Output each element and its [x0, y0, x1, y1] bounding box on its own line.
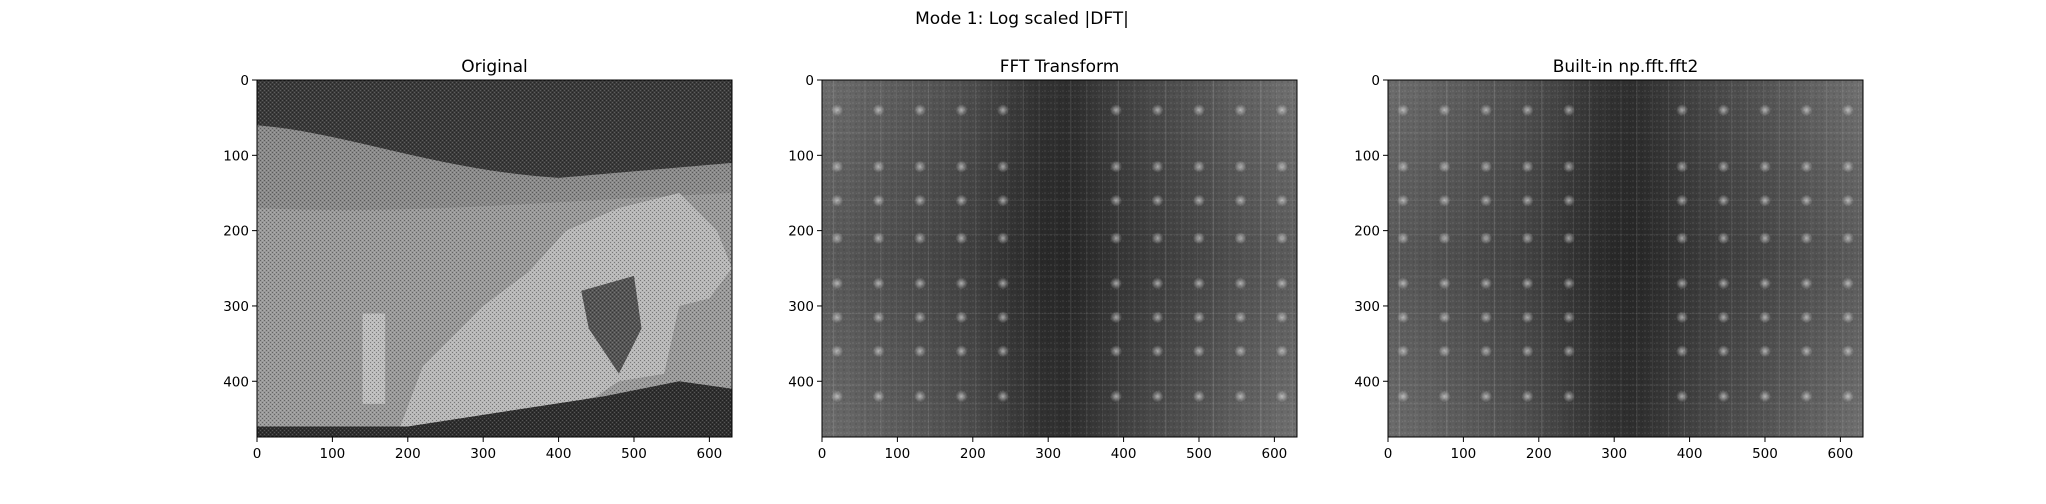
- y-tick-label: 300: [1354, 299, 1380, 315]
- x-tick-label: 100: [320, 446, 346, 462]
- x-tick-label: 0: [818, 446, 827, 462]
- panel-title: FFT Transform: [1000, 57, 1120, 77]
- x-tick-label: 600: [1827, 446, 1853, 462]
- x-tick-label: 300: [1035, 446, 1061, 462]
- axes-frame: [1387, 79, 1864, 438]
- y-tick-label: 100: [223, 148, 249, 164]
- x-tick-label: 300: [1601, 446, 1627, 462]
- panel-title: Original: [461, 57, 528, 77]
- x-tick-label: 500: [1752, 446, 1778, 462]
- y-tick-label: 0: [240, 73, 249, 89]
- x-tick-label: 100: [885, 446, 911, 462]
- y-tick-label: 0: [805, 73, 814, 89]
- y-tick-label: 200: [223, 224, 249, 240]
- x-tick-label: 200: [395, 446, 421, 462]
- y-tick-label: 200: [788, 224, 814, 240]
- panel-2: FFT Transform 0 100 200 300 400 500 600 0 100 200 3…: [788, 57, 1298, 462]
- original-image: [257, 80, 732, 437]
- x-tick-label: 0: [253, 446, 262, 462]
- axes-frame: [821, 79, 1298, 438]
- figure-title: Mode 1: Log scaled |DFT|: [915, 9, 1129, 29]
- spectrum-image: [1388, 80, 1863, 437]
- x-tick-label: 500: [621, 446, 647, 462]
- x-tick-label: 400: [1677, 446, 1703, 462]
- x-tick-label: 0: [1384, 446, 1393, 462]
- x-tick-label: 300: [470, 446, 496, 462]
- x-tick-label: 600: [696, 446, 722, 462]
- y-tick-label: 300: [223, 299, 249, 315]
- y-tick-label: 400: [788, 374, 814, 390]
- y-tick-label: 100: [788, 148, 814, 164]
- y-tick-label: 200: [1354, 224, 1380, 240]
- y-tick-label: 100: [1354, 148, 1380, 164]
- y-tick-label: 300: [788, 299, 814, 315]
- x-tick-label: 100: [1451, 446, 1477, 462]
- spectrum-image: [822, 80, 1297, 437]
- x-tick-label: 400: [546, 446, 572, 462]
- axes-frame: [256, 79, 733, 438]
- x-tick-label: 500: [1186, 446, 1212, 462]
- x-tick-label: 400: [1111, 446, 1137, 462]
- y-tick-label: 400: [223, 374, 249, 390]
- y-tick-label: 0: [1371, 73, 1380, 89]
- panel-3: Built-in np.fft.fft2 0 100 200 300 400 500 600 0…: [1354, 57, 1864, 462]
- x-tick-label: 200: [960, 446, 986, 462]
- panel-1: Original 0 100 200 300 400 500 600 0 100 200 300 400: [223, 57, 733, 462]
- x-tick-label: 600: [1261, 446, 1287, 462]
- x-tick-label: 200: [1526, 446, 1552, 462]
- panel-title: Built-in np.fft.fft2: [1553, 57, 1699, 77]
- y-tick-label: 400: [1354, 374, 1380, 390]
